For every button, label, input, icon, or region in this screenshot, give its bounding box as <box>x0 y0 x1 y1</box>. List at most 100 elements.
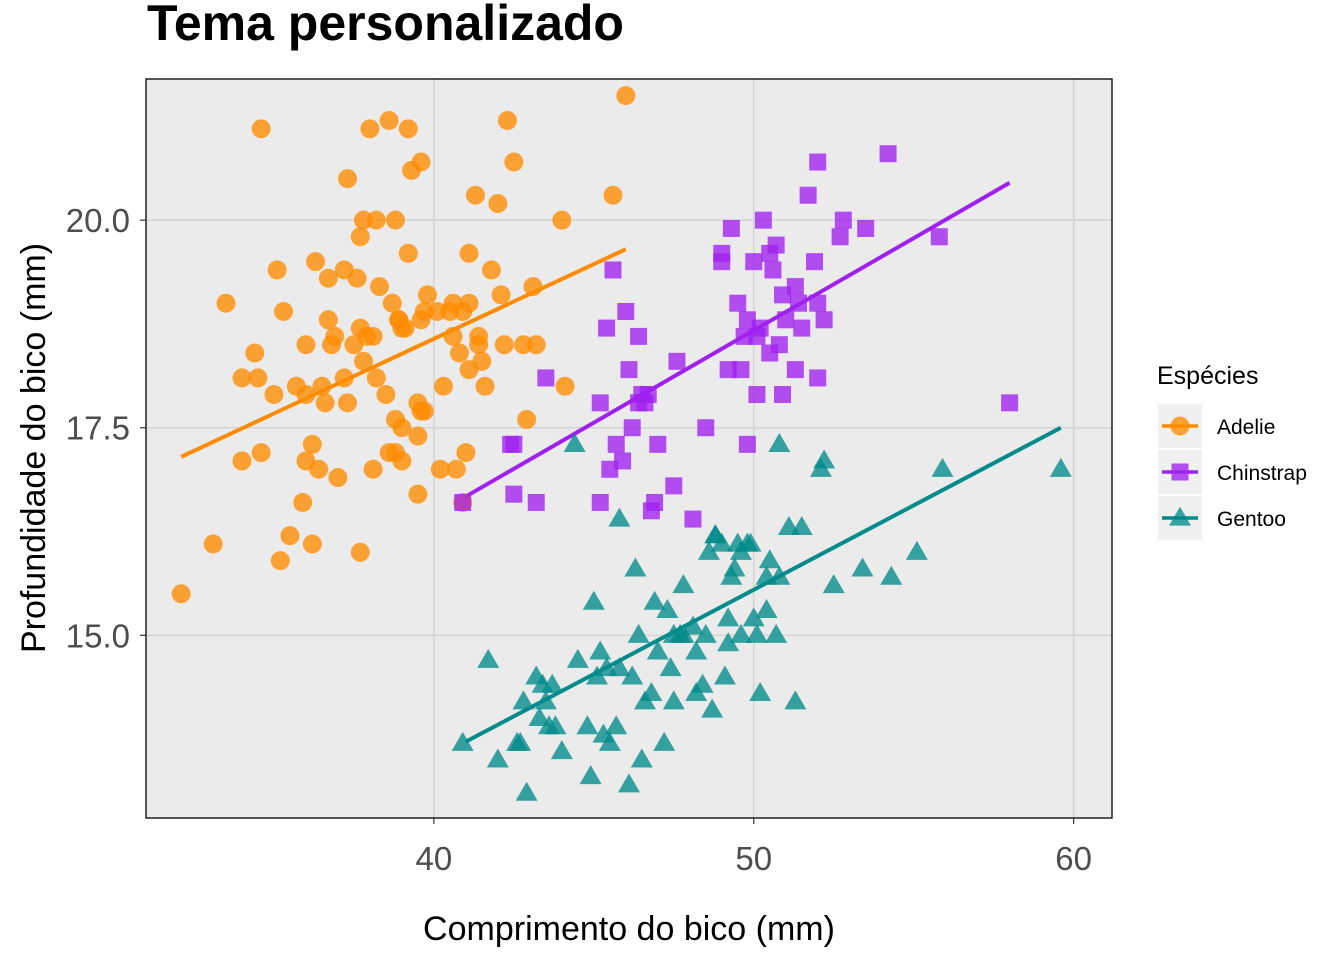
gentoo-point <box>713 665 736 685</box>
chinstrap-point <box>591 493 609 511</box>
gentoo-point <box>822 574 845 594</box>
adelie-point <box>555 376 575 396</box>
y-axis-title: Profundidade do bico (mm) <box>15 243 53 653</box>
gentoo-point <box>662 623 685 643</box>
gentoo-point <box>685 640 708 660</box>
gentoo-point <box>579 765 602 785</box>
adelie-point <box>475 376 495 396</box>
y-tick-label: 15.0 <box>66 617 130 654</box>
gentoo-point <box>618 773 640 793</box>
gentoo-point <box>528 706 551 726</box>
gentoo-point <box>758 549 781 569</box>
legend-label-gentoo: Gentoo <box>1217 508 1286 531</box>
adelie-point <box>456 443 476 463</box>
chinstrap-point <box>735 327 753 345</box>
adelie-point <box>363 326 383 346</box>
adelie-point <box>616 86 636 106</box>
chinstrap-point <box>815 311 833 329</box>
gentoo-point <box>701 698 724 718</box>
chinstrap-point <box>505 485 523 503</box>
adelie-point <box>398 119 418 139</box>
gentoo-point <box>784 690 807 710</box>
adelie-point <box>293 492 313 512</box>
gentoo-point <box>534 690 557 710</box>
legend-title: Espécies <box>1157 362 1258 390</box>
gentoo-point <box>541 673 564 693</box>
chinstrap-point <box>505 435 523 453</box>
chinstrap-point <box>738 435 756 453</box>
adelie-point <box>270 551 290 571</box>
adelie-point <box>338 169 358 189</box>
adelie-point <box>433 376 453 396</box>
gentoo-point <box>566 648 589 668</box>
chinstrap-point <box>719 361 737 379</box>
gentoo-point <box>880 565 903 585</box>
gentoo-point <box>749 682 772 702</box>
chinstrap-point <box>697 419 715 437</box>
gentoo-point <box>672 574 695 594</box>
chinstrap-point <box>774 386 792 404</box>
chinstrap-point <box>623 419 641 437</box>
chinstrap-point <box>601 460 619 478</box>
gentoo-point <box>905 540 928 560</box>
adelie-point <box>523 277 543 297</box>
x-axis-title: Comprimento do bico (mm) <box>423 910 835 948</box>
adelie-point <box>385 210 405 230</box>
adelie-point <box>312 376 332 396</box>
adelie-point <box>366 368 386 388</box>
chart-title: Tema personalizado <box>147 0 624 51</box>
legend-key-adelie <box>1170 416 1190 436</box>
gentoo-point <box>931 457 954 477</box>
gentoo-point <box>729 540 752 560</box>
gentoo-point <box>1049 457 1072 477</box>
chinstrap-point <box>857 219 875 237</box>
adelie-point <box>398 243 418 263</box>
adelie-point <box>366 210 386 230</box>
chinstrap-point <box>630 327 648 345</box>
adelie-point <box>497 111 517 131</box>
gentoo-point <box>509 731 532 751</box>
gentoo-point <box>598 731 621 751</box>
chinstrap-point <box>761 244 779 262</box>
chinstrap-point <box>620 361 638 379</box>
adelie-point <box>459 293 479 313</box>
chinstrap-point <box>668 352 686 370</box>
chinstrap-point <box>617 302 635 320</box>
gentoo-point <box>851 557 874 577</box>
gentoo-point <box>765 623 788 643</box>
adelie-point <box>385 409 405 429</box>
gentoo-point <box>694 623 717 643</box>
chinstrap-point <box>454 493 472 511</box>
gentoo-point <box>451 731 474 751</box>
chinstrap-point <box>764 261 782 279</box>
gentoo-point <box>563 432 586 452</box>
gentoo-point <box>646 640 669 660</box>
adelie-point <box>408 484 428 504</box>
adelie-point <box>481 260 501 280</box>
y-tick-label: 20.0 <box>66 202 130 239</box>
adelie-point <box>363 459 383 479</box>
chinstrap-point <box>639 386 657 404</box>
adelie-point <box>370 277 390 297</box>
chinstrap-point <box>793 319 811 337</box>
adelie-point <box>603 185 623 205</box>
chinstrap-point <box>684 510 702 528</box>
gentoo-point <box>550 740 573 760</box>
gentoo-point <box>717 632 740 652</box>
gentoo-point <box>643 590 666 610</box>
y-tick-label: 17.5 <box>66 410 130 447</box>
plot-border <box>145 78 1113 819</box>
adelie-point <box>350 542 370 562</box>
gentoo-point <box>681 615 704 635</box>
adelie-point <box>171 584 191 604</box>
adelie-point <box>446 459 466 479</box>
gentoo-point <box>768 432 791 452</box>
adelie-point <box>280 526 300 546</box>
gentoo-point <box>697 540 720 560</box>
gentoo-point <box>717 607 740 627</box>
adelie-point <box>517 409 537 429</box>
chinstrap-point <box>604 261 622 279</box>
adelie-point <box>465 185 485 205</box>
adelie-point <box>216 293 236 313</box>
